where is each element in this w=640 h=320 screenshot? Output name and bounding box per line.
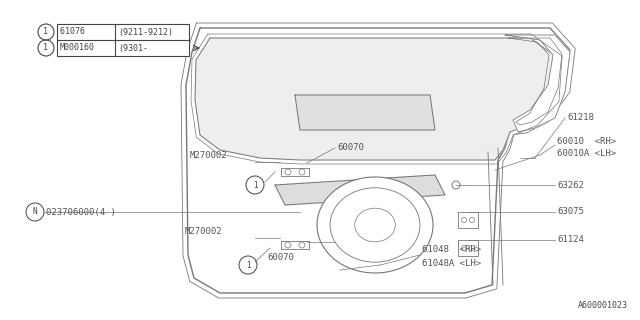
Text: M270002: M270002 — [190, 150, 228, 159]
Text: 63262: 63262 — [557, 180, 584, 189]
Text: M270002: M270002 — [185, 228, 223, 236]
Text: (9301-: (9301- — [118, 44, 148, 52]
Bar — [57, 24, 189, 56]
Text: 60010A <LH>: 60010A <LH> — [557, 149, 616, 158]
Ellipse shape — [317, 177, 433, 273]
Text: 61048A <LH>: 61048A <LH> — [422, 259, 481, 268]
Text: 61076: 61076 — [60, 28, 100, 36]
Polygon shape — [275, 175, 445, 205]
Text: 1: 1 — [253, 180, 257, 189]
Text: 60070: 60070 — [337, 142, 364, 151]
Text: 61124: 61124 — [557, 236, 584, 244]
Text: 1: 1 — [246, 260, 250, 269]
Polygon shape — [295, 95, 435, 130]
Text: 1: 1 — [44, 44, 49, 52]
Text: 1: 1 — [44, 28, 49, 36]
Text: M000160: M000160 — [60, 44, 95, 52]
Text: 023706000(4 ): 023706000(4 ) — [46, 207, 116, 217]
Text: 61218: 61218 — [567, 114, 594, 123]
Text: 61048  <RH>: 61048 <RH> — [422, 245, 481, 254]
Polygon shape — [195, 38, 558, 160]
Polygon shape — [186, 28, 570, 293]
Text: 60010  <RH>: 60010 <RH> — [557, 137, 616, 146]
Text: 63075: 63075 — [557, 207, 584, 217]
Text: N: N — [33, 207, 37, 217]
Polygon shape — [505, 35, 570, 132]
Text: A600001023: A600001023 — [578, 301, 628, 310]
Text: 60070: 60070 — [267, 252, 294, 261]
Text: (9211-9212): (9211-9212) — [118, 28, 173, 36]
